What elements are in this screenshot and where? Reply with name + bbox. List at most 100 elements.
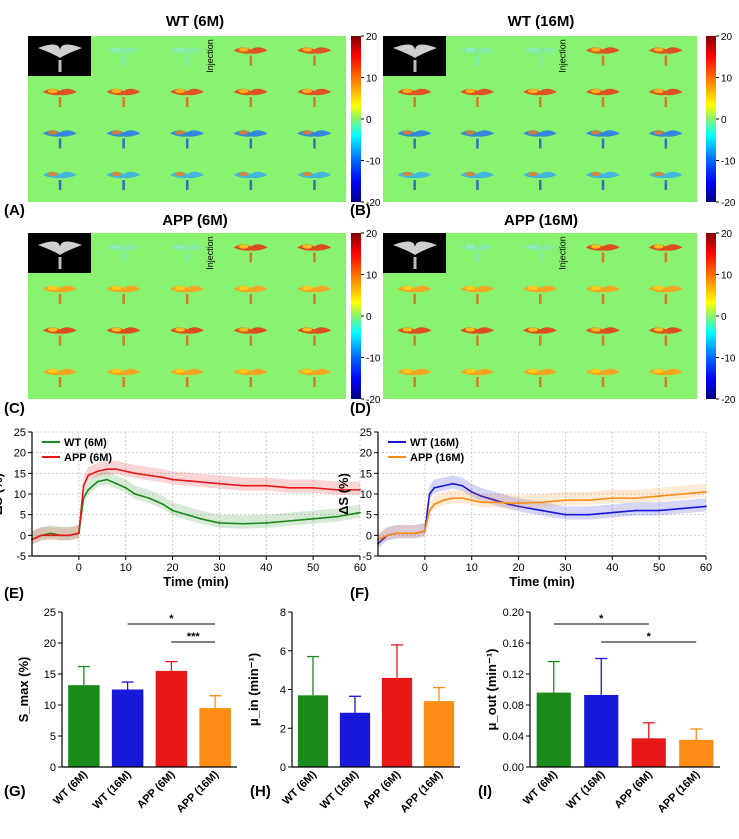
activation-core (402, 369, 413, 374)
y-tick-label: 0 (50, 762, 56, 774)
activation-core (653, 369, 664, 374)
significance-marker: * (599, 613, 604, 625)
colorbar-tick-label: 0 (366, 115, 372, 126)
data-point (442, 499, 445, 502)
activation-core (47, 286, 58, 291)
bar-app-6m- (155, 670, 188, 767)
data-point (134, 493, 136, 495)
data-point (195, 480, 197, 483)
activation-core (238, 369, 249, 374)
panel-d-title: APP (16M) (504, 212, 578, 229)
data-point (634, 509, 637, 512)
data-point (423, 530, 426, 533)
brainstem-activation (539, 377, 542, 388)
data-point (705, 491, 707, 493)
y-tick-label: 5 (366, 510, 372, 522)
data-point (442, 484, 445, 487)
activation-core (465, 327, 476, 332)
bar-wt-16m- (584, 694, 619, 767)
x-tick-label: 20 (512, 562, 524, 574)
activation-core (302, 286, 313, 291)
y-axis-label: S_max (%) (16, 657, 31, 723)
y-tick-label: 0.08 (503, 700, 524, 712)
activation-core (528, 369, 538, 374)
data-point (564, 513, 567, 516)
data-point (335, 515, 338, 518)
data-point (541, 501, 543, 504)
category-label: APP (16M) (398, 768, 445, 815)
data-point (148, 474, 151, 477)
bar-app-16m- (679, 739, 714, 767)
activation-core (302, 130, 313, 135)
injection-label: Injection (557, 236, 567, 270)
y-axis-label: μ_in (min⁻¹) (246, 653, 261, 726)
data-point (115, 468, 118, 471)
brainstem-activation (601, 377, 605, 388)
y-tick-label: 5 (50, 731, 56, 743)
brainstem-activation (664, 335, 668, 346)
activation-core (111, 286, 122, 291)
data-point (452, 482, 454, 485)
data-point (433, 486, 436, 489)
activation-core (302, 47, 313, 52)
x-tick-label: 40 (260, 562, 272, 574)
x-tick-label: 50 (653, 562, 665, 574)
data-point (705, 505, 707, 508)
x-tick-label: 40 (606, 562, 618, 574)
y-tick-label: 20 (360, 448, 372, 460)
y-tick-label: 0 (366, 530, 372, 542)
colorbar-tick-label: -20 (721, 198, 736, 209)
x-tick-label: 50 (307, 562, 319, 574)
brainstem-activation (539, 180, 542, 191)
brain-slice-shape (38, 44, 82, 58)
y-tick-label: 20 (14, 448, 26, 460)
activation-core (465, 172, 476, 177)
brainstem-activation (539, 252, 542, 263)
brainstem-activation (664, 97, 668, 108)
activation-core (465, 244, 476, 249)
activation-core (111, 172, 122, 177)
activation-core (238, 47, 249, 52)
y-tick-label: 0.00 (503, 762, 524, 774)
data-point (87, 488, 90, 491)
data-point (494, 499, 497, 502)
data-point (681, 507, 684, 510)
activation-core (302, 369, 313, 374)
legend-entry: WT (6M) (64, 437, 107, 449)
x-axis-label: Time (min) (163, 574, 229, 589)
x-tick-label: 0 (76, 562, 82, 574)
brainstem-activation (249, 138, 253, 149)
activation-core (465, 369, 476, 374)
brainstem-activation (413, 294, 416, 305)
activation-core (402, 89, 413, 94)
data-point (82, 484, 85, 487)
series-line-app-6m- (31, 468, 360, 541)
activation-core (465, 47, 476, 52)
activation-core (175, 47, 185, 52)
data-point (386, 534, 389, 537)
brainstem-activation (413, 180, 416, 191)
activation-core (111, 47, 122, 52)
brainstem-activation (664, 55, 668, 66)
data-point (288, 486, 291, 489)
data-point (59, 534, 62, 537)
activation-core (47, 369, 58, 374)
brainstem-activation (539, 335, 542, 346)
data-point (335, 488, 338, 491)
colorbar-tick-label: -20 (366, 395, 381, 406)
activation-core (653, 172, 664, 177)
significance-marker: *** (187, 631, 201, 643)
brainstem-activation (664, 252, 668, 263)
brainstem-activation (313, 97, 316, 108)
activation-core (111, 130, 122, 135)
legend-entry: APP (6M) (64, 452, 112, 464)
brainstem-activation (601, 55, 605, 66)
brainstem-activation (249, 335, 253, 346)
brainstem-activation (313, 377, 316, 388)
colorbar-tick-label: 20 (721, 229, 733, 240)
colorbar-tick-label: 0 (721, 115, 727, 126)
activation-core (590, 244, 601, 249)
data-point (134, 472, 136, 475)
colorbar-tick-label: 0 (721, 312, 727, 323)
activation-core (590, 327, 601, 332)
